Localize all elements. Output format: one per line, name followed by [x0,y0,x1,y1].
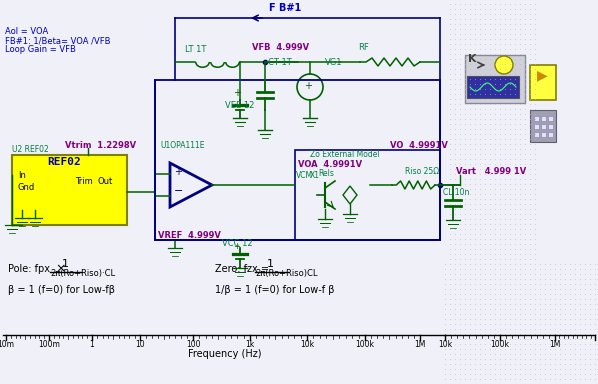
Bar [534,124,539,129]
Bar [530,65,556,100]
Text: −: − [174,186,184,196]
Text: 100m: 100m [38,340,60,349]
Text: 100k: 100k [490,340,509,349]
Text: U1OPA111E: U1OPA111E [160,141,205,150]
Text: K: K [468,54,477,64]
Text: +: + [233,242,240,251]
Bar [155,80,440,240]
Text: VFB  4.999V: VFB 4.999V [252,43,309,52]
Text: RF: RF [358,43,369,52]
Text: Frequency (Hz): Frequency (Hz) [188,349,262,359]
Bar [548,116,553,121]
Text: VCM: VCM [296,171,313,180]
Text: +: + [233,88,241,98]
Text: X1: X1 [310,171,320,180]
Text: 1M: 1M [550,340,561,349]
Text: 2π(Ro+Riso)CL: 2π(Ro+Riso)CL [255,269,318,278]
Text: Gnd: Gnd [18,183,35,192]
Text: Zo External Model: Zo External Model [310,150,380,159]
Text: 1: 1 [62,259,69,269]
Text: 1: 1 [267,259,273,269]
Text: FB#1: 1/Beta= VOA /VFB: FB#1: 1/Beta= VOA /VFB [5,36,111,45]
Bar [530,110,556,142]
Text: U2 REF02: U2 REF02 [12,145,49,154]
Text: In: In [18,171,26,180]
Text: Zero: fzx =: Zero: fzx = [215,264,269,274]
Bar [541,132,546,137]
Text: Pole: fpx: Pole: fpx [8,264,50,274]
Text: Loop Gain = VFB: Loop Gain = VFB [5,45,76,54]
Text: VREF  4.999V: VREF 4.999V [158,231,221,240]
Bar [465,55,525,103]
Text: 1M: 1M [414,340,426,349]
Text: LT 1T: LT 1T [185,45,206,54]
Bar [541,124,546,129]
Text: VOA  4.9991V: VOA 4.9991V [298,160,362,169]
Text: Vtrim  1.2298V: Vtrim 1.2298V [65,141,136,150]
Text: VG1: VG1 [325,58,343,67]
Circle shape [495,56,513,74]
Text: 10k: 10k [438,340,452,349]
Text: VO  4.9991V: VO 4.9991V [390,141,448,150]
Text: 10k: 10k [300,340,314,349]
Text: CT 1T: CT 1T [268,58,292,67]
Text: Riso 25Ω: Riso 25Ω [405,167,439,176]
Text: VEE 12: VEE 12 [225,101,254,110]
Text: VCC 12: VCC 12 [222,239,252,248]
Text: Aol = VOA: Aol = VOA [5,27,48,36]
Text: 100k: 100k [355,340,374,349]
Bar [541,116,546,121]
Text: ▶: ▶ [537,68,548,82]
Bar [534,116,539,121]
Text: Vart   4.999 1V: Vart 4.999 1V [456,167,526,176]
Text: +: + [174,167,182,177]
Bar [295,150,440,240]
Bar [467,76,519,98]
Bar [548,132,553,137]
Text: β = 1 (f=0) for Low-fβ: β = 1 (f=0) for Low-fβ [8,285,115,295]
Text: 1: 1 [90,340,94,349]
Bar [548,124,553,129]
Text: Rels: Rels [318,169,334,178]
Text: 10: 10 [135,340,145,349]
Text: Out: Out [98,177,113,186]
Bar [534,132,539,137]
Text: CL 10n: CL 10n [443,188,469,197]
Text: 2π(Ro+Riso)·CL: 2π(Ro+Riso)·CL [50,269,115,278]
Bar [12,155,127,225]
Text: REF02: REF02 [47,157,81,167]
Text: 1/β = 1 (f=0) for Low-f β: 1/β = 1 (f=0) for Low-f β [215,285,334,295]
Text: $\times$: $\times$ [55,262,66,275]
Text: 10m: 10m [0,340,14,349]
Text: Trim: Trim [75,177,93,186]
Text: 100: 100 [186,340,200,349]
Text: +: + [304,81,312,91]
Text: F B#1: F B#1 [269,3,301,13]
Text: 1k: 1k [245,340,255,349]
